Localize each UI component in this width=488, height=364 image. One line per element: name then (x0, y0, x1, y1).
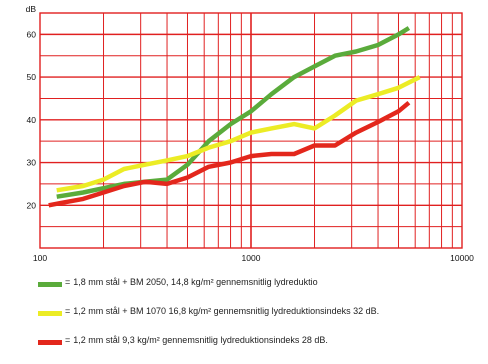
x-tick-label: 10000 (450, 253, 474, 263)
legend-item-green: = 1,8 mm stål + BM 2050, 14,8 kg/m² genne… (38, 277, 458, 301)
legend-eq: = (65, 306, 71, 316)
legend-label: = 1,8 mm stål + BM 2050, 14,8 kg/m² genne… (65, 277, 318, 287)
series-line-2 (56, 75, 421, 193)
y-tick-label: 20 (27, 200, 37, 210)
legend-swatch-red (38, 340, 62, 345)
y-tick-label: 30 (27, 158, 37, 168)
x-tick-label: 100 (33, 253, 47, 263)
legend-swatch-green (38, 282, 62, 287)
legend-label: = 1,2 mm stål 9,3 kg/m² gennemsnitlig lyd… (65, 335, 328, 345)
legend-label-text: 1,2 mm stål 9,3 kg/m² gennemsnitlig lydr… (73, 335, 328, 345)
legend-item-yellow: = 1,2 mm stål + BM 1070 16,8 kg/m² gennem… (38, 306, 458, 330)
legend-eq: = (65, 335, 71, 345)
legend-label: = 1,2 mm stål + BM 1070 16,8 kg/m² gennem… (65, 306, 379, 316)
legend-eq: = (65, 277, 71, 287)
chart-axis-labels: 20 30 40 50 60 dB 100 1000 10000 (26, 4, 474, 263)
y-tick-label: 40 (27, 115, 37, 125)
chart: 20 30 40 50 60 dB 100 1000 10000 (26, 4, 474, 263)
x-tick-label: 1000 (242, 253, 261, 263)
legend-item-red: = 1,2 mm stål 9,3 kg/m² gennemsnitlig lyd… (38, 335, 458, 359)
chart-series (48, 26, 421, 208)
series-line-3 (48, 100, 411, 208)
y-tick-label: 50 (27, 72, 37, 82)
legend-label-text: 1,8 mm stål + BM 2050, 14,8 kg/m² gennem… (73, 277, 318, 287)
legend: = 1,8 mm stål + BM 2050, 14,8 kg/m² genne… (38, 277, 458, 364)
series-line-1 (56, 26, 411, 199)
legend-label-text: 1,2 mm stål + BM 1070 16,8 kg/m² gennems… (73, 306, 380, 316)
chart-grid (39, 12, 463, 249)
legend-swatch-yellow (38, 311, 62, 316)
y-axis-label: dB (26, 4, 37, 14)
y-tick-label: 60 (27, 29, 37, 39)
